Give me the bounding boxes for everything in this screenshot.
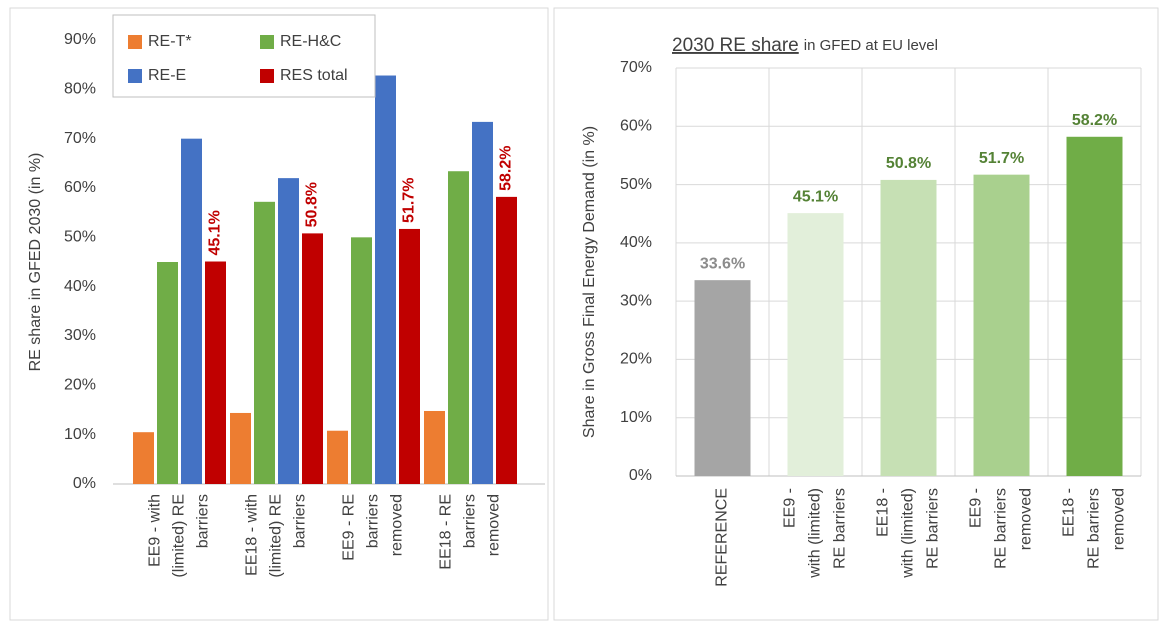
- x-tick-label: EE18 - with: [244, 494, 261, 576]
- y-tick-label: 30%: [620, 292, 652, 309]
- bar: [302, 233, 323, 484]
- x-tick-label: removed: [1018, 488, 1035, 550]
- y-tick-label: 10%: [620, 409, 652, 426]
- y-tick-label: 20%: [620, 351, 652, 368]
- x-tick-label: (limited) RE: [171, 494, 188, 578]
- x-tick-label: RE barriers: [993, 488, 1010, 569]
- y-tick-label: 40%: [64, 278, 96, 295]
- x-tick-label: barriers: [365, 494, 382, 548]
- panel-right: [553, 7, 1159, 621]
- bar: [424, 410, 445, 484]
- bar: [133, 432, 154, 484]
- value-label: 58.2%: [1072, 112, 1117, 129]
- y-tick-label: 90%: [64, 31, 96, 48]
- x-tick-label: removed: [486, 494, 503, 556]
- x-tick-label: EE9 - with: [147, 494, 164, 567]
- y-tick-label: 70%: [620, 59, 652, 76]
- legend-box: [112, 14, 376, 98]
- y-axis-label: Share in Gross Final Energy Demand (in %…: [581, 126, 598, 438]
- x-tick-label: RE barriers: [1086, 488, 1103, 569]
- y-tick-label: 0%: [629, 467, 652, 484]
- y-tick-label: 10%: [64, 426, 96, 443]
- x-tick-label: removed: [389, 494, 406, 556]
- bar: [181, 138, 202, 484]
- x-tick-label: EE9 - RE: [341, 494, 358, 561]
- value-label: 33.6%: [700, 255, 745, 272]
- x-tick-label: EE9 -: [968, 488, 985, 528]
- legend-swatch: [260, 69, 274, 83]
- value-label: 58.2%: [498, 146, 515, 191]
- x-tick-label: barriers: [462, 494, 479, 548]
- bar: [351, 237, 372, 484]
- y-tick-label: 50%: [64, 229, 96, 246]
- bar: [205, 261, 226, 484]
- chart-subtitle: in GFED at EU level: [804, 37, 938, 54]
- x-tick-label: EE18 - RE: [438, 494, 455, 570]
- bar: [472, 121, 493, 484]
- legend-swatch: [260, 35, 274, 49]
- x-tick-label: (limited) RE: [268, 494, 285, 578]
- x-tick-label: removed: [1111, 488, 1128, 550]
- bar: [496, 196, 517, 484]
- bar: [880, 179, 937, 476]
- chart-title: 2030 RE share in GFED at EU level: [672, 35, 938, 56]
- x-tick-label: RE barriers: [832, 488, 849, 569]
- legend-label: RE-E: [148, 67, 186, 84]
- bar: [254, 201, 275, 484]
- bar: [157, 262, 178, 484]
- y-tick-label: 0%: [73, 475, 96, 492]
- y-tick-label: 70%: [64, 130, 96, 147]
- x-tick-label: REFERENCE: [714, 488, 731, 587]
- legend-label: RE-H&C: [280, 33, 341, 50]
- x-tick-label: EE18 -: [1061, 488, 1078, 537]
- value-label: 50.8%: [886, 155, 931, 172]
- y-tick-label: 50%: [620, 176, 652, 193]
- bar: [327, 430, 348, 484]
- y-tick-label: 60%: [620, 118, 652, 135]
- value-label: 45.1%: [793, 188, 838, 205]
- y-tick-label: 40%: [620, 234, 652, 251]
- bar: [1066, 136, 1123, 476]
- bar: [375, 75, 396, 485]
- x-tick-label: with (limited): [807, 488, 824, 579]
- y-tick-label: 30%: [64, 327, 96, 344]
- y-tick-label: 80%: [64, 81, 96, 98]
- chart-title-main: 2030 RE share: [672, 35, 799, 56]
- x-tick-label: RE barriers: [925, 488, 942, 569]
- bar: [973, 174, 1030, 477]
- bar: [230, 412, 251, 484]
- bar: [278, 178, 299, 484]
- bar: [448, 171, 469, 484]
- x-tick-label: barriers: [195, 494, 212, 548]
- x-tick-label: EE18 -: [875, 488, 892, 537]
- value-label: 51.7%: [401, 178, 418, 223]
- legend-swatch: [128, 69, 142, 83]
- value-label: 51.7%: [979, 150, 1024, 167]
- bar: [399, 228, 420, 484]
- legend-label: RE-T*: [148, 33, 192, 50]
- y-tick-label: 20%: [64, 377, 96, 394]
- bar: [787, 213, 844, 477]
- x-tick-label: EE9 -: [782, 488, 799, 528]
- legend-label: RES total: [280, 67, 348, 84]
- x-tick-label: barriers: [292, 494, 309, 548]
- y-tick-label: 60%: [64, 179, 96, 196]
- bar: [694, 280, 751, 476]
- legend-swatch: [128, 35, 142, 49]
- y-axis-label: RE share in GFED 2030 (in %): [27, 153, 44, 372]
- value-label: 50.8%: [304, 182, 321, 227]
- value-label: 45.1%: [207, 210, 224, 255]
- x-tick-label: with (limited): [900, 488, 917, 579]
